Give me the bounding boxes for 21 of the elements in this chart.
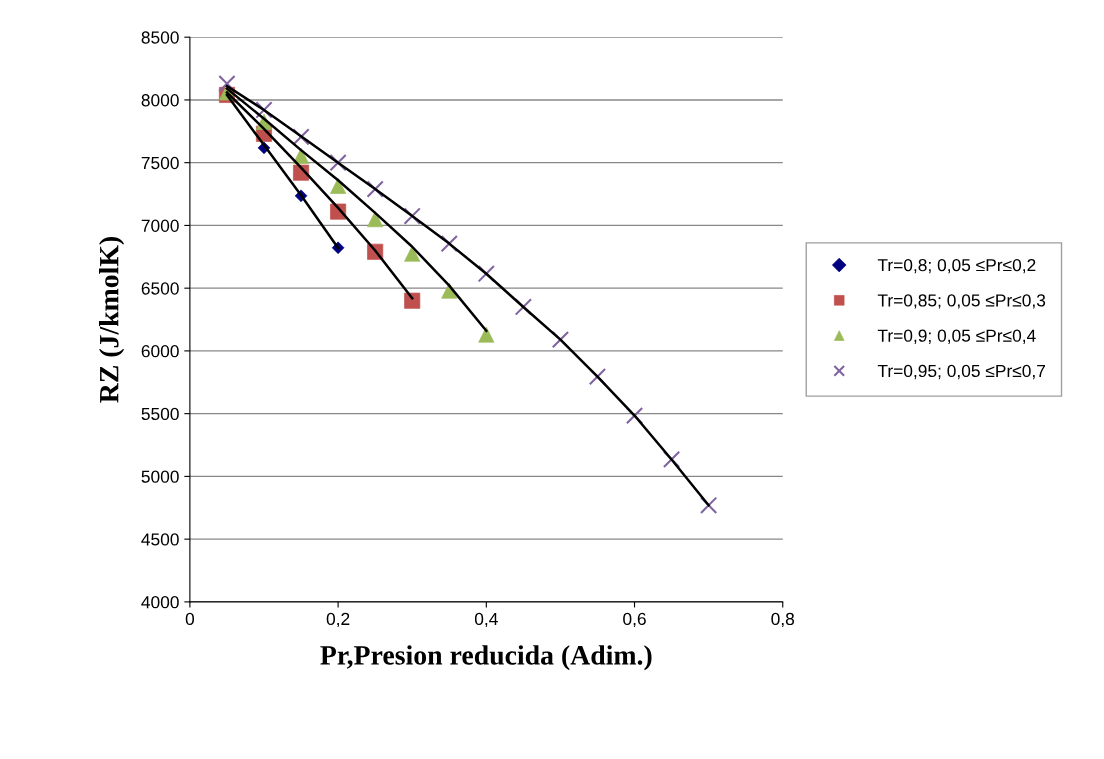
y-tick-label: 6500 bbox=[141, 282, 179, 295]
x-tick-label: 0,8 bbox=[771, 612, 795, 628]
y-tick-label: 4000 bbox=[141, 596, 179, 609]
y-tick-label: 5500 bbox=[141, 407, 179, 421]
x-tick-label: 0 bbox=[185, 612, 195, 626]
y-axis-title: RZ (J/kmolK) bbox=[99, 237, 125, 403]
legend-label: Tr=0,8; 0,05 ≤Pr≤0,2 bbox=[877, 258, 1036, 274]
x-tick-label: 0,2 bbox=[326, 612, 350, 628]
x-tick-label: 0,6 bbox=[623, 612, 646, 628]
x-axis-title: Pr,Presion reducida (Adim.) bbox=[320, 645, 652, 671]
legend-label: Tr=0,95; 0,05 ≤Pr≤0,7 bbox=[877, 364, 1046, 380]
y-tick-label: 7000 bbox=[141, 219, 179, 232]
y-tick-label: 8500 bbox=[141, 31, 179, 44]
legend-label: Tr=0,85; 0,05 ≤Pr≤0,3 bbox=[877, 294, 1046, 309]
y-tick-label: 4500 bbox=[141, 533, 179, 546]
x-tick-label: 0,4 bbox=[474, 612, 498, 628]
legend-label: Tr=0,9; 0,05 ≤Pr≤0,4 bbox=[877, 329, 1036, 344]
y-tick-label: 6000 bbox=[141, 345, 179, 358]
y-tick-label: 7500 bbox=[141, 156, 179, 170]
y-tick-label: 5000 bbox=[141, 470, 179, 483]
y-tick-label: 8000 bbox=[141, 94, 179, 107]
